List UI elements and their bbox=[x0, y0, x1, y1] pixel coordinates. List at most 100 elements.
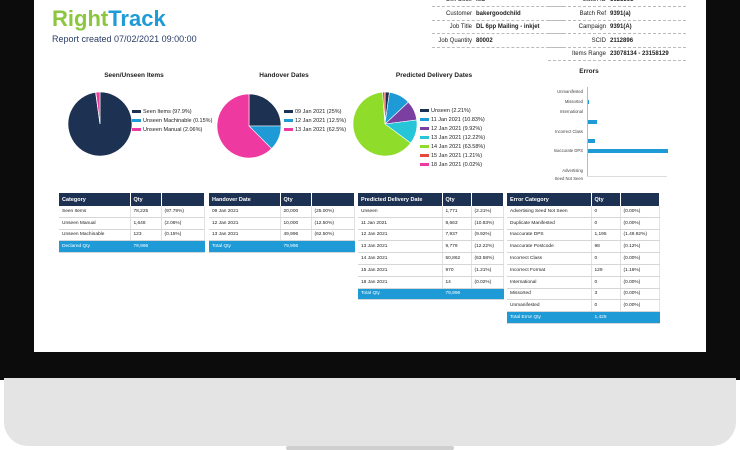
legend-item: 13 Jan 2021 (12.22%) bbox=[420, 133, 485, 142]
legend-item: Unseen (2.21%) bbox=[420, 106, 485, 115]
monitor-stand-bar bbox=[286, 446, 454, 450]
column-header: Predicted Delivery Date bbox=[358, 193, 443, 206]
table-total-row: Declared Qty 79,996 bbox=[59, 240, 205, 254]
job-meta-left-label: Job Title bbox=[449, 24, 472, 30]
table-cell: 78,225 bbox=[130, 206, 162, 218]
table-cell: 123 bbox=[130, 229, 162, 242]
seen-legend: Seen Items (97.9%) Unseen Machinable (0.1… bbox=[132, 107, 212, 134]
legend-swatch bbox=[420, 127, 429, 130]
errors-category-label: Inaccurate DPS bbox=[553, 148, 583, 154]
table-cell: 9,779 bbox=[442, 240, 472, 254]
handover-table: Handover Date Qty 09 Jan 2021 20,000 (25.00%… bbox=[209, 193, 355, 254]
table-row: 18 Jan 2021 14 (0.02%) bbox=[358, 276, 504, 289]
legend-label: 13 Jan 2021 (12.22%) bbox=[431, 134, 486, 141]
handover-legend: 09 Jan 2021 (25%) 12 Jan 2021 (12.5%) 13 J… bbox=[284, 107, 346, 134]
total-cell: 1,425 bbox=[591, 311, 621, 324]
table-cell: 970 bbox=[442, 264, 472, 277]
column-header: Qty bbox=[280, 193, 312, 206]
table-cell: 129 bbox=[591, 264, 621, 277]
job-meta-right-value: 2112896 bbox=[610, 37, 634, 44]
legend-swatch bbox=[132, 110, 141, 113]
errors-y-axis bbox=[587, 87, 588, 176]
table-cell: (0.00%) bbox=[620, 276, 660, 289]
delivery-table: Predicted Delivery Date Qty Unseen 1,771 (2.… bbox=[358, 193, 504, 301]
table-cell: (63.58%) bbox=[471, 252, 504, 265]
legend-swatch bbox=[132, 119, 141, 122]
table-cell: (25.00%) bbox=[311, 206, 355, 218]
errors-category-label: Incorrect Class bbox=[555, 128, 583, 134]
job-meta-right-row: SCID 2112896 bbox=[548, 38, 690, 44]
job-meta-right-divider bbox=[548, 33, 686, 34]
legend-item: 12 Jan 2021 (12.5%) bbox=[284, 116, 346, 125]
table-cell: Unmanifested bbox=[507, 299, 592, 313]
table-cell: (1.21%) bbox=[471, 264, 504, 277]
legend-label: 15 Jan 2021 (1.21%) bbox=[431, 152, 483, 159]
column-header bbox=[161, 193, 205, 206]
job-meta-right-row: Items Range 23078134 - 23158129 bbox=[548, 51, 690, 57]
job-meta-right-value: 23078134 - 23158129 bbox=[610, 51, 669, 57]
legend-item: 15 Jan 2021 (1.21%) bbox=[420, 151, 485, 160]
job-meta-right-value: 9391(A) bbox=[610, 24, 632, 30]
column-header: Handover Date bbox=[209, 193, 281, 206]
job-meta-left-divider bbox=[432, 19, 564, 21]
job-meta-right-divider bbox=[548, 19, 686, 21]
legend-label: 14 Jan 2021 (63.58%) bbox=[431, 143, 486, 150]
legend-item: Seen Items (97.9%) bbox=[132, 107, 212, 116]
errors-category-label: International bbox=[559, 108, 583, 114]
table-cell: 11 Jan 2021 bbox=[358, 217, 443, 230]
table-row: 11 Jan 2021 8,663 (10.83%) bbox=[358, 217, 504, 230]
table-cell: (9.92%) bbox=[471, 229, 504, 242]
category-table: Category Qty Seen Items 78,225 (97.79%) Unsee… bbox=[59, 193, 205, 254]
righttrack-logo: RightTrack bbox=[52, 6, 166, 32]
column-header: Qty bbox=[591, 193, 621, 206]
table-cell: (0.15%) bbox=[161, 229, 205, 242]
table-cell: 0 bbox=[591, 276, 621, 289]
table-cell: 0 bbox=[591, 206, 621, 218]
table-row: 09 Jan 2021 20,000 (25.00%) bbox=[209, 206, 355, 218]
job-meta-right-label: Items Range bbox=[571, 51, 606, 57]
table-cell: (10.83%) bbox=[471, 217, 504, 230]
table-row: 12 Jan 2021 7,937 (9.92%) bbox=[358, 229, 504, 242]
table-row: Advertising Seed Not Seen 0 (0.00%) bbox=[507, 206, 660, 218]
job-meta-right-label: Batch Ref bbox=[579, 10, 606, 17]
table-cell: Advertising Seed Not Seen bbox=[507, 206, 592, 218]
table-cell: (0.00%) bbox=[620, 217, 660, 230]
table-cell: (62.50%) bbox=[311, 229, 355, 242]
table-header-row: Category Qty bbox=[59, 193, 205, 206]
error-bar-missorted bbox=[588, 99, 589, 104]
table-cell: 1,195 bbox=[591, 229, 621, 242]
legend-label: 12 Jan 2021 (9.92%) bbox=[431, 125, 483, 132]
table-row: Incorrect Format 129 (1.16%) bbox=[507, 264, 660, 277]
table-cell: 1,648 bbox=[130, 217, 162, 230]
job-meta-left-row: Cell Code n/a bbox=[432, 0, 568, 3]
legend-label: Unseen (2.21%) bbox=[431, 107, 471, 114]
column-header: Qty bbox=[130, 193, 162, 206]
legend-label: Seen Items (97.9%) bbox=[143, 108, 192, 115]
table-cell: (0.00%) bbox=[620, 288, 660, 301]
table-row: Inaccurate DPS 1,195 (1.49.92%) bbox=[507, 229, 660, 242]
monitor-chin bbox=[4, 378, 736, 446]
job-meta-left-label: Job Quantity bbox=[438, 37, 472, 44]
logo-part-track: Track bbox=[108, 6, 166, 31]
errors-table: Error Category Qty Advertising Seed Not Se… bbox=[507, 193, 660, 324]
table-cell: (0.00%) bbox=[620, 206, 660, 218]
table-cell: Seen Items bbox=[59, 206, 131, 218]
table-cell: 14 bbox=[442, 276, 472, 289]
handover-pie bbox=[217, 94, 281, 158]
table-total-row: Total Error Qty 1,425 bbox=[507, 311, 660, 324]
table-cell: Unseen Manual bbox=[59, 217, 131, 230]
logo-part-right: Right bbox=[52, 6, 109, 31]
table-cell: 09 Jan 2021 bbox=[209, 206, 281, 218]
legend-swatch bbox=[420, 163, 429, 166]
column-header bbox=[620, 193, 660, 206]
table-cell: 14 Jan 2021 bbox=[358, 252, 443, 265]
legend-swatch bbox=[284, 110, 293, 113]
table-cell: 0 bbox=[591, 299, 621, 313]
table-cell: (0.00%) bbox=[620, 299, 660, 313]
legend-label: Unseen Machinable (0.15%) bbox=[143, 117, 213, 124]
table-header-row: Handover Date Qty bbox=[209, 193, 355, 206]
legend-label: 09 Jan 2021 (25%) bbox=[295, 108, 342, 115]
job-meta-left-value: 80002 bbox=[476, 37, 493, 44]
errors-category-label: Missorted bbox=[564, 98, 583, 104]
table-cell: Inaccurate Postcode bbox=[507, 240, 592, 254]
